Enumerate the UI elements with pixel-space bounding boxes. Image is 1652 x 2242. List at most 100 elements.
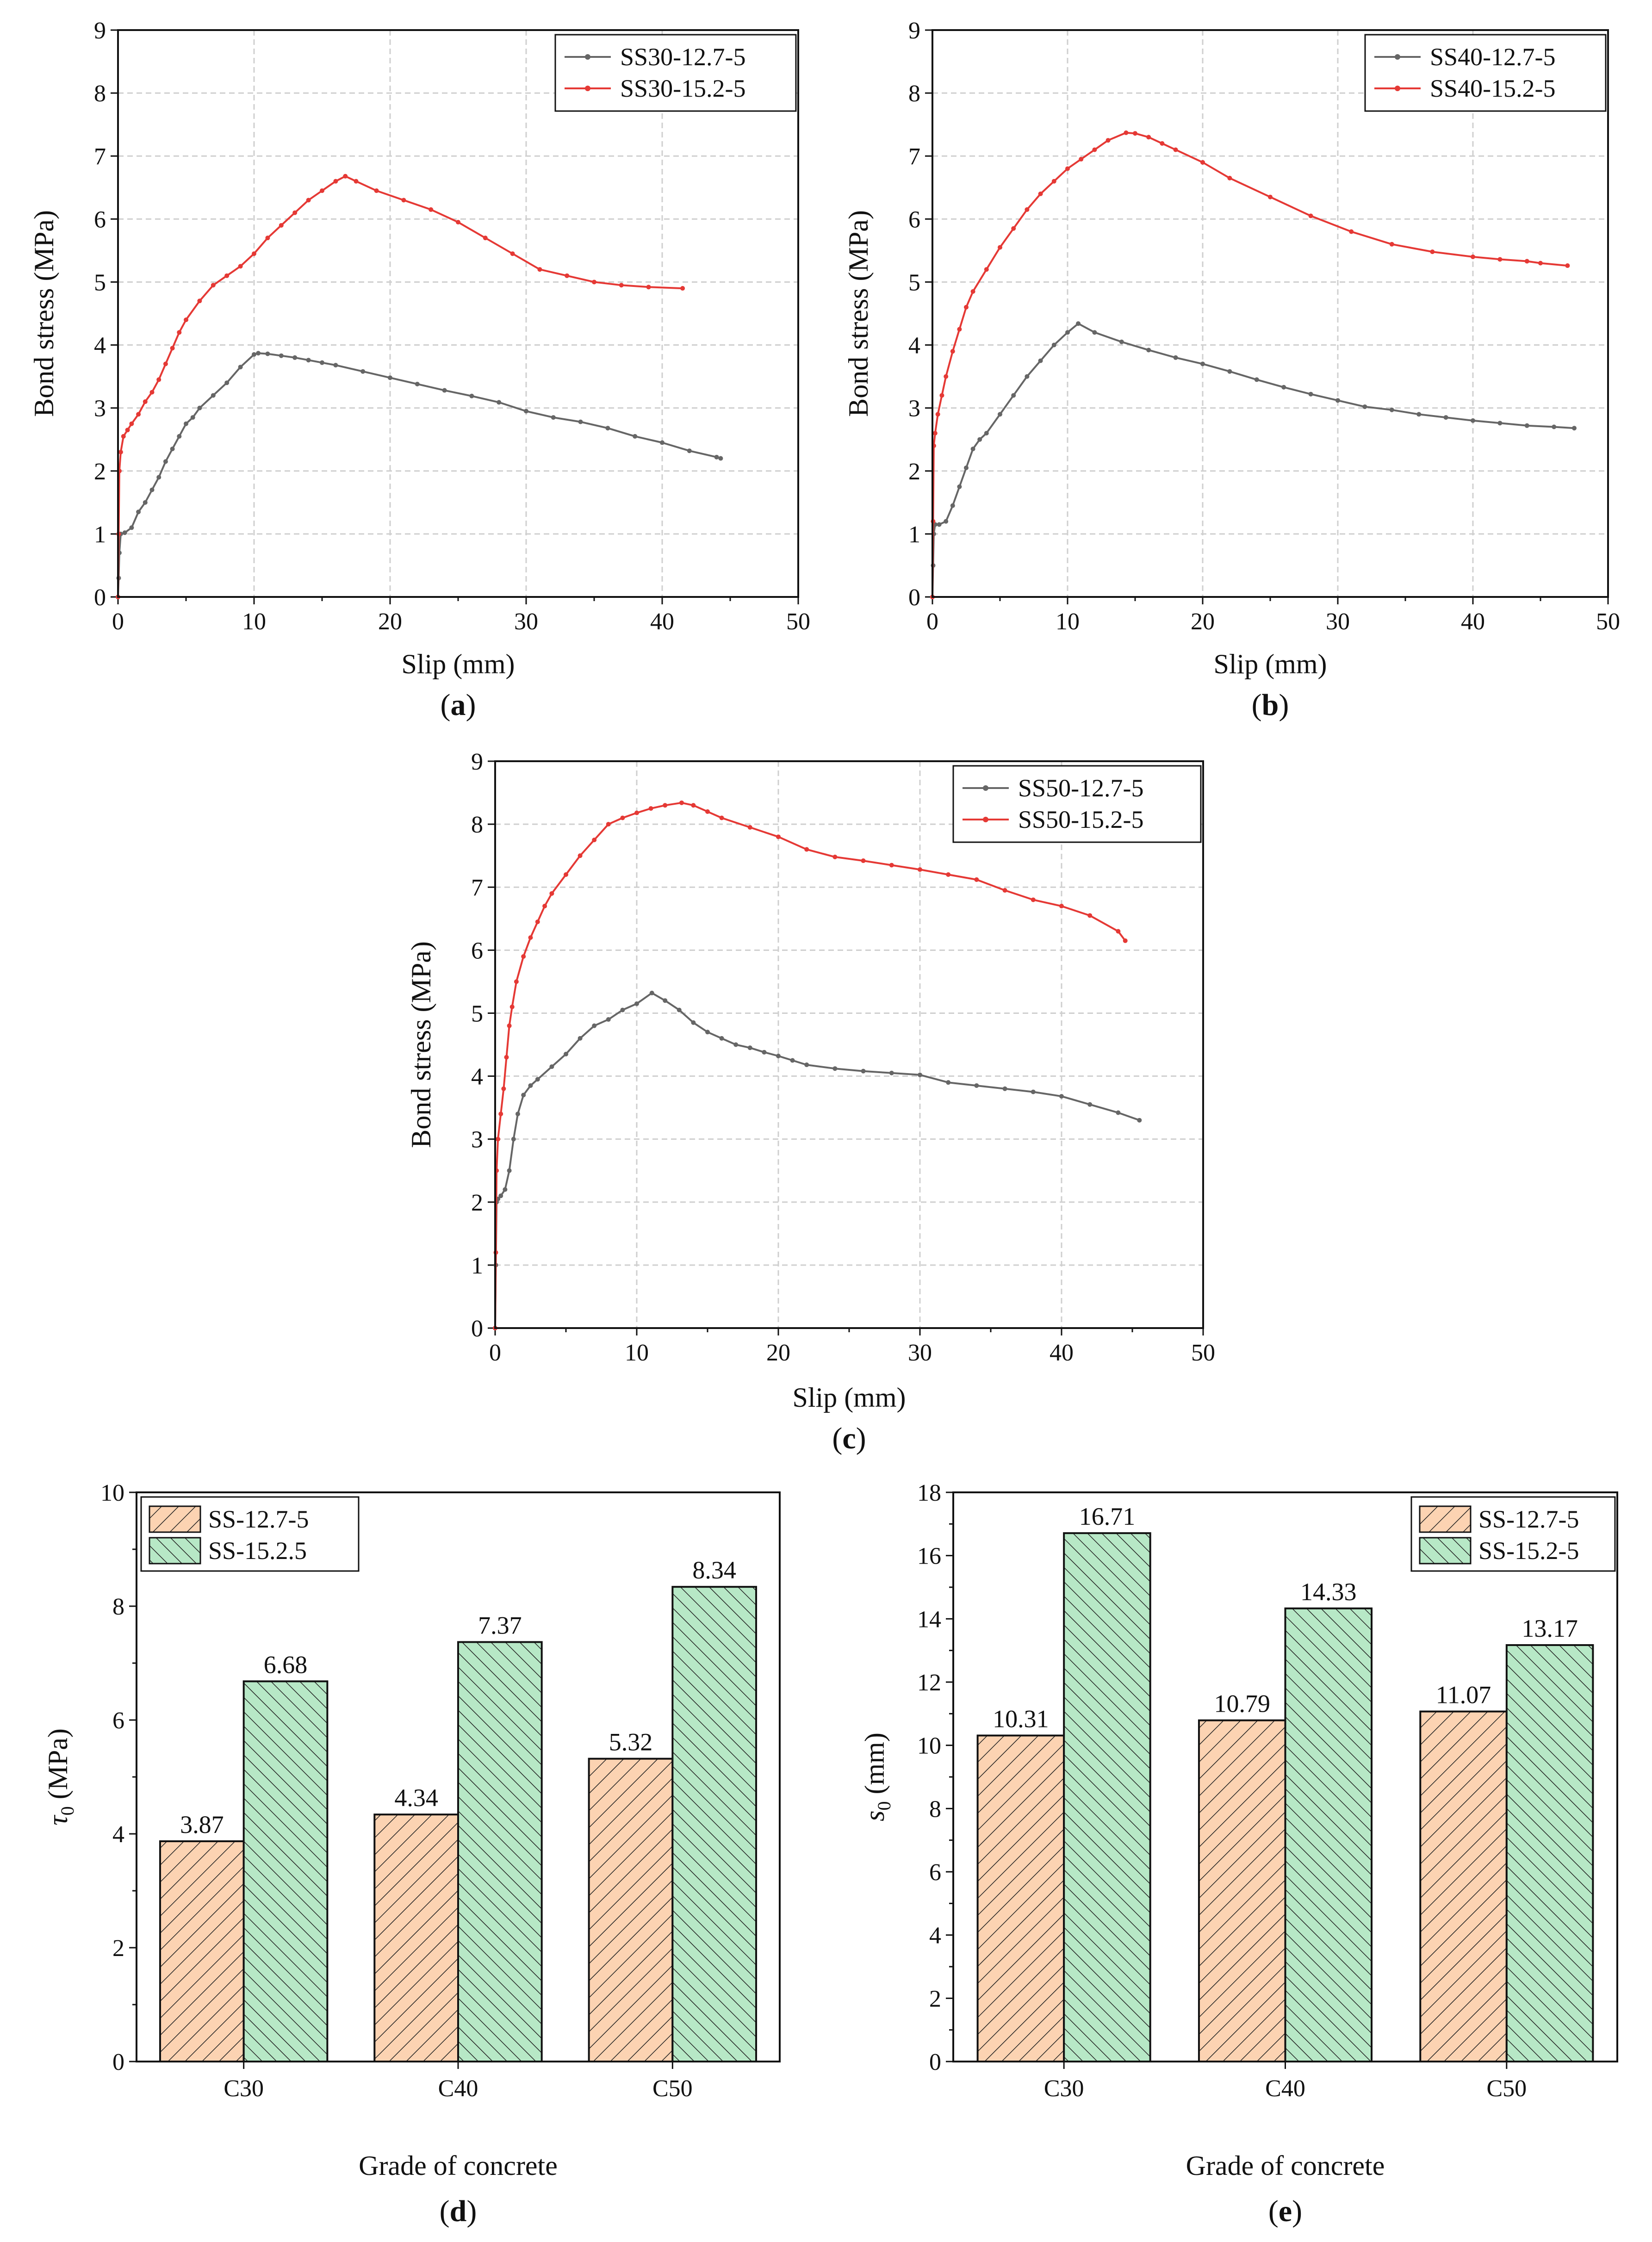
data-point-series-1 — [415, 381, 420, 386]
data-point-series-2 — [1268, 194, 1273, 199]
y-tick-label: 10 — [100, 1480, 124, 1506]
data-point-series-2 — [889, 863, 894, 868]
data-point-series-2 — [1173, 147, 1178, 152]
data-point-series-2 — [946, 872, 951, 877]
y-tick-label: 18 — [917, 1480, 941, 1506]
x-tick-label: 30 — [908, 1340, 932, 1366]
y-tick-label: 7 — [471, 875, 483, 901]
bar-data-label: 5.32 — [609, 1728, 653, 1756]
data-point-series-1 — [190, 415, 195, 420]
y-tick-label: 0 — [112, 2049, 124, 2075]
data-point-series-1 — [498, 1193, 503, 1199]
data-point-series-2 — [509, 1004, 515, 1009]
legend-swatch — [149, 1505, 201, 1533]
data-point-series-1 — [507, 1168, 512, 1173]
panel-label: (e) — [1268, 2194, 1302, 2228]
legend-swatch-marker — [585, 86, 590, 91]
x-tick-label: 10 — [1056, 609, 1080, 635]
data-point-series-2 — [170, 346, 175, 351]
data-point-series-1 — [578, 1036, 583, 1041]
data-point-series-1 — [776, 1054, 781, 1058]
data-point-series-2 — [252, 251, 256, 256]
data-point-series-2 — [565, 273, 570, 278]
data-point-series-2 — [537, 267, 542, 272]
bar-c40-s1 — [373, 1813, 459, 2062]
x-tick-label: 50 — [1191, 1340, 1215, 1366]
y-tick-label: 9 — [471, 749, 483, 775]
axes-frame — [494, 760, 1204, 1329]
data-point-series-2 — [1087, 913, 1093, 918]
data-point-series-2 — [832, 854, 838, 859]
data-point-series-1 — [1059, 1094, 1064, 1099]
data-point-series-1 — [1497, 421, 1503, 426]
data-point-series-1 — [649, 990, 654, 995]
y-axis-subscript: 0 — [57, 1806, 78, 1815]
plot-area — [932, 30, 1608, 597]
legend-label: SS50-15.2-5 — [1018, 806, 1144, 833]
data-point-series-1 — [1119, 339, 1124, 344]
data-point-series-2 — [944, 374, 949, 379]
data-point-series-2 — [1133, 131, 1137, 136]
y-tick-label: 7 — [908, 143, 920, 170]
data-point-series-2 — [680, 286, 685, 291]
data-point-series-1 — [633, 434, 638, 439]
data-point-series-2 — [211, 283, 216, 288]
y-tick-label: 1 — [471, 1253, 483, 1279]
category-label: C30 — [224, 2075, 264, 2102]
legend-label: SS-12.7-5 — [1478, 1505, 1579, 1533]
data-point-series-2 — [1471, 255, 1475, 259]
bar-data-label: 14.33 — [1300, 1578, 1357, 1606]
data-point-series-1 — [998, 412, 1002, 417]
y-tick-label: 2 — [112, 1935, 124, 1962]
bar-c40-s1 — [1198, 1719, 1286, 2062]
y-tick-label: 6 — [929, 1859, 941, 1886]
data-point-series-1 — [163, 459, 168, 464]
legend-swatch-marker — [585, 54, 590, 60]
data-point-series-2 — [1430, 249, 1435, 255]
data-point-series-2 — [1105, 138, 1111, 143]
series-line-2 — [494, 801, 1126, 1329]
data-point-series-2 — [918, 867, 922, 872]
y-axis-title: τ0 (MPa) — [43, 1728, 78, 1826]
data-point-series-2 — [804, 847, 809, 852]
data-point-series-1 — [957, 484, 962, 489]
panel-label-open: ( — [832, 1422, 842, 1455]
data-point-series-1 — [177, 434, 182, 439]
data-point-series-2 — [1038, 191, 1043, 196]
x-tick-label: 40 — [1050, 1340, 1074, 1366]
data-point-series-2 — [177, 330, 182, 335]
bar-data-label: 4.34 — [394, 1784, 438, 1812]
legend-box — [952, 765, 1202, 843]
data-point-series-1 — [605, 426, 610, 431]
panel-label-letter: a — [451, 688, 466, 722]
data-point-series-2 — [1065, 166, 1070, 171]
y-tick-label: 5 — [908, 269, 920, 296]
y-tick-label: 16 — [917, 1543, 941, 1570]
data-point-series-1 — [1200, 361, 1205, 366]
legend-label: SS50-12.7-5 — [1018, 774, 1144, 802]
data-point-series-1 — [224, 380, 230, 385]
y-tick-label: 3 — [471, 1127, 483, 1153]
y-tick-label: 10 — [917, 1733, 941, 1759]
data-point-series-1 — [705, 1030, 710, 1035]
bar-data-label: 11.07 — [1436, 1681, 1491, 1709]
data-point-series-2 — [333, 179, 338, 184]
data-point-series-2 — [1538, 261, 1543, 266]
bar-c50-s2 — [671, 1586, 758, 2062]
data-point-series-2 — [932, 431, 938, 436]
data-point-series-2 — [121, 434, 126, 439]
data-point-series-1 — [1051, 342, 1056, 348]
data-point-series-1 — [1038, 358, 1043, 363]
data-point-series-1 — [252, 352, 256, 357]
data-point-series-1 — [762, 1050, 767, 1055]
bar-c30-s2 — [242, 1680, 329, 2063]
y-tick-label: 8 — [929, 1796, 941, 1822]
legend-swatch-marker — [983, 785, 988, 791]
data-point-series-1 — [1572, 426, 1577, 431]
data-point-series-1 — [143, 500, 148, 505]
chart-panel-d: 0 2 4 6 8 10 C30 3.87 6.68 C40 4.34 7.37 C50 5.32 8.34… — [43, 1480, 781, 2228]
legend-label: SS30-15.2-5 — [620, 75, 746, 102]
data-point-series-1 — [503, 1187, 508, 1192]
